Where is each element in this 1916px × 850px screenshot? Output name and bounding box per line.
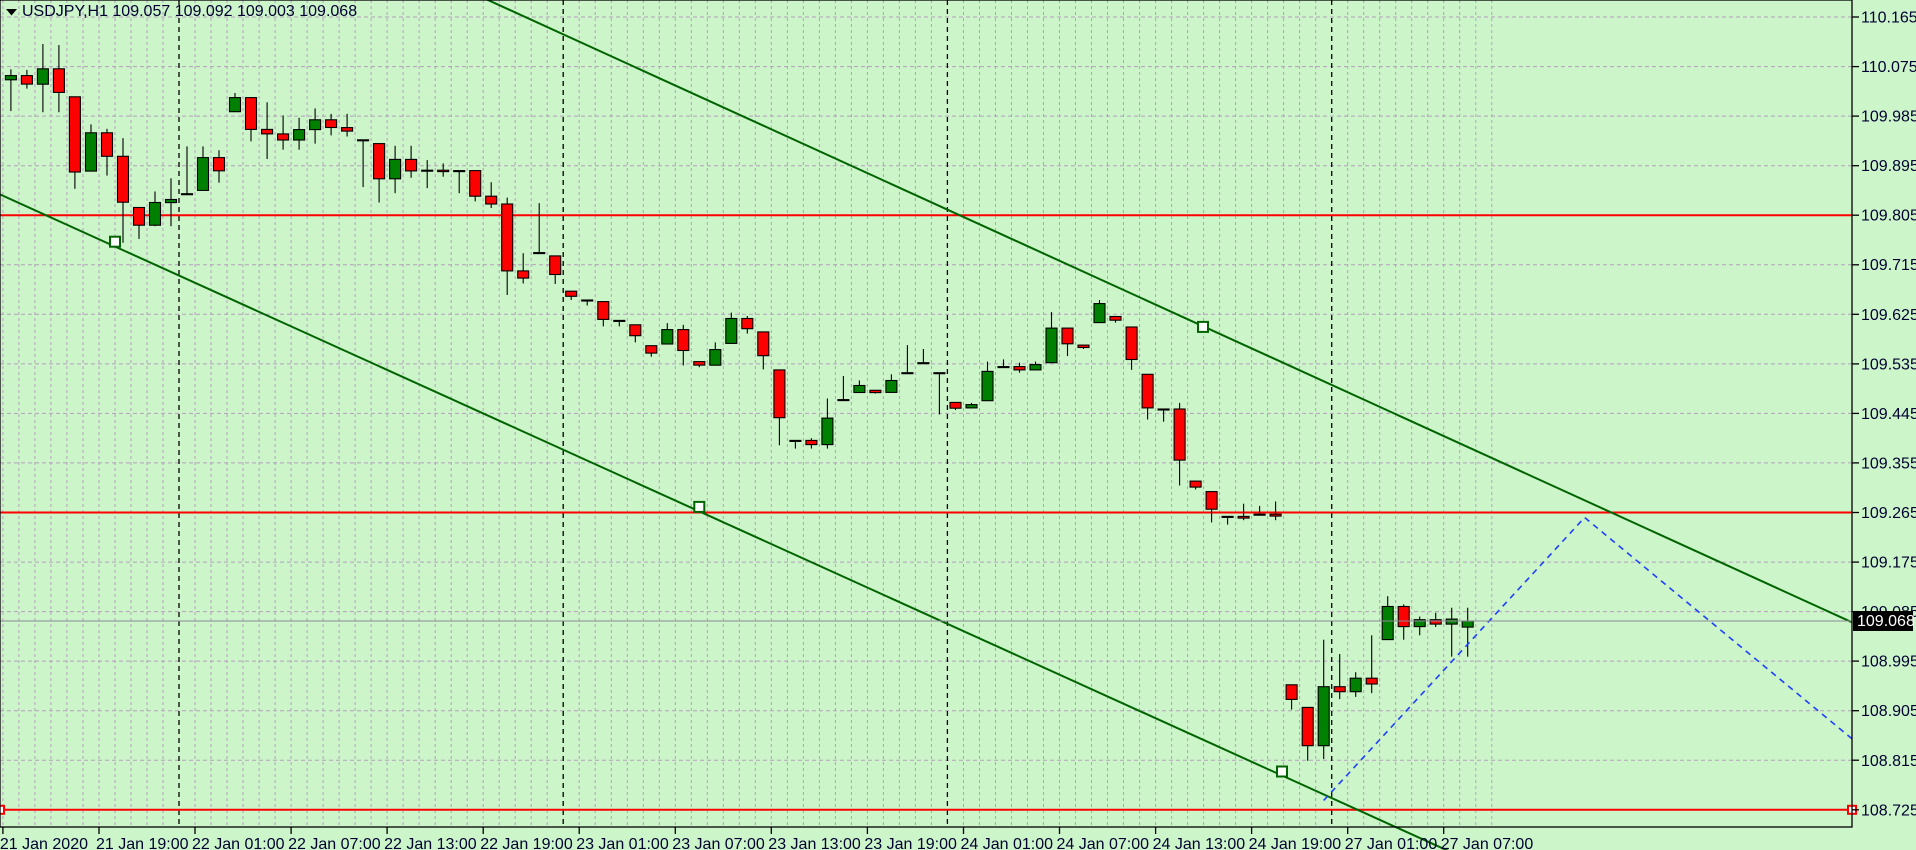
svg-text:22 Jan 13:00: 22 Jan 13:00 xyxy=(384,836,477,850)
svg-text:24 Jan 19:00: 24 Jan 19:00 xyxy=(1249,836,1342,850)
svg-text:109.355: 109.355 xyxy=(1861,455,1916,472)
svg-text:109.985: 109.985 xyxy=(1861,109,1916,126)
svg-text:108.725: 108.725 xyxy=(1861,802,1916,819)
svg-text:110.165: 110.165 xyxy=(1861,10,1916,27)
svg-text:USDJPY,H1 109.057 109.092 109: USDJPY,H1 109.057 109.092 109.003 109.06… xyxy=(22,3,357,20)
svg-text:23 Jan 07:00: 23 Jan 07:00 xyxy=(672,836,765,850)
svg-text:23 Jan 13:00: 23 Jan 13:00 xyxy=(768,836,861,850)
svg-text:109.715: 109.715 xyxy=(1861,257,1916,274)
svg-text:110.075: 110.075 xyxy=(1861,59,1916,76)
svg-text:22 Jan 01:00: 22 Jan 01:00 xyxy=(192,836,285,850)
svg-text:27 Jan 07:00: 27 Jan 07:00 xyxy=(1441,836,1534,850)
svg-text:23 Jan 01:00: 23 Jan 01:00 xyxy=(576,836,669,850)
svg-text:109.265: 109.265 xyxy=(1861,505,1916,522)
svg-text:108.995: 108.995 xyxy=(1861,654,1916,671)
svg-text:24 Jan 07:00: 24 Jan 07:00 xyxy=(1057,836,1150,850)
svg-text:24 Jan 13:00: 24 Jan 13:00 xyxy=(1153,836,1246,850)
svg-text:109.175: 109.175 xyxy=(1861,555,1916,572)
svg-text:109.535: 109.535 xyxy=(1861,356,1916,373)
svg-text:108.905: 108.905 xyxy=(1861,703,1916,720)
svg-text:21 Jan 2020: 21 Jan 2020 xyxy=(0,836,88,850)
svg-text:24 Jan 01:00: 24 Jan 01:00 xyxy=(961,836,1054,850)
svg-text:108.815: 108.815 xyxy=(1861,753,1916,770)
svg-text:109.068: 109.068 xyxy=(1857,613,1915,630)
svg-text:109.895: 109.895 xyxy=(1861,158,1916,175)
svg-text:109.625: 109.625 xyxy=(1861,307,1916,324)
svg-text:27 Jan 01:00: 27 Jan 01:00 xyxy=(1345,836,1438,850)
svg-text:109.805: 109.805 xyxy=(1861,208,1916,225)
svg-text:22 Jan 07:00: 22 Jan 07:00 xyxy=(288,836,381,850)
svg-text:23 Jan 19:00: 23 Jan 19:00 xyxy=(864,836,957,850)
svg-text:109.445: 109.445 xyxy=(1861,406,1916,423)
svg-text:22 Jan 19:00: 22 Jan 19:00 xyxy=(480,836,573,850)
svg-text:21 Jan 19:00: 21 Jan 19:00 xyxy=(96,836,189,850)
